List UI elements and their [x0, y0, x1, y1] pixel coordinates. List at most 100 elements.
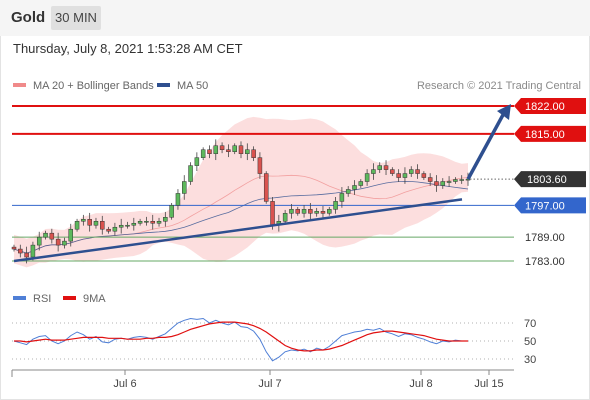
- candle-body: [238, 145, 244, 154]
- candle-body: [156, 221, 162, 224]
- chart-datetime: Thursday, July 8, 2021 1:53:28 AM CET: [13, 41, 243, 56]
- legend-ma50-label: MA 50: [177, 80, 209, 92]
- level-label-1822.00: 1822.00: [525, 101, 565, 113]
- candle-body: [263, 173, 269, 202]
- candle-body: [409, 169, 414, 174]
- level-tag-1822.00: [514, 98, 586, 114]
- candle-body: [62, 240, 67, 246]
- candle-body: [251, 149, 256, 158]
- candle-body: [175, 193, 181, 206]
- timeframe-badge[interactable]: 30 MIN: [51, 6, 101, 30]
- current-price-label: 1803.60: [527, 174, 567, 186]
- candle-body: [289, 209, 294, 214]
- candle-body: [308, 209, 313, 214]
- x-tick-label: Jul 7: [258, 378, 281, 390]
- legend-rsi: RSI: [13, 293, 51, 305]
- candle-body: [163, 217, 168, 222]
- level-label-1815.00: 1815.00: [525, 129, 565, 141]
- bollinger-band: [14, 116, 468, 268]
- candle-body: [125, 224, 130, 227]
- candle-body: [18, 248, 23, 254]
- forecast-arrow-line: [466, 112, 506, 180]
- credit-text: Research © 2021 Trading Central: [416, 80, 581, 92]
- x-tick-label: Jul 6: [113, 378, 136, 390]
- candle-body: [74, 221, 80, 230]
- rsi-tick-label: 30: [524, 354, 536, 366]
- candle-body: [137, 221, 143, 224]
- candle-body: [390, 169, 395, 174]
- candle-body: [295, 209, 300, 214]
- rsi-ma-line: [14, 321, 468, 352]
- candle-body: [402, 173, 408, 178]
- candle-body: [81, 219, 86, 222]
- symbol-title: Gold: [11, 9, 46, 26]
- candle-body: [93, 221, 99, 226]
- candle-body: [207, 149, 212, 154]
- rsi-swatch: [13, 296, 26, 301]
- candle-body: [257, 157, 263, 174]
- legend-ma50: MA 50: [157, 80, 208, 92]
- support-trendline: [13, 198, 463, 263]
- candle-body: [371, 169, 376, 174]
- candle-body: [112, 226, 118, 232]
- candle-body: [282, 213, 288, 222]
- x-tick-label: Jul 15: [474, 378, 503, 390]
- level-label-1783.00: 1783.00: [525, 256, 565, 268]
- candle-body: [49, 232, 55, 240]
- rsi-line: [13, 317, 468, 362]
- legend-bollinger-label: MA 20 + Bollinger Bands: [33, 80, 154, 92]
- candle-body: [327, 209, 332, 214]
- forecast-arrowhead: [497, 104, 511, 120]
- candle-body: [352, 185, 357, 190]
- candle-body: [427, 177, 433, 182]
- candle-body: [358, 181, 364, 186]
- candle-body: [459, 179, 464, 181]
- rsi-tick-label: 70: [524, 318, 536, 330]
- legend-rsi-ma-label: 9MA: [83, 293, 106, 305]
- level-label-1789.00: 1789.00: [525, 232, 565, 244]
- candle-body: [421, 173, 427, 178]
- candle-body: [339, 193, 345, 202]
- candle-body: [415, 169, 420, 174]
- candle-body: [144, 221, 149, 223]
- candle-body: [150, 221, 155, 224]
- level-tag-1797.00: [514, 197, 586, 214]
- candle-body: [364, 173, 370, 182]
- candle-body: [68, 228, 73, 242]
- legend-bollinger: MA 20 + Bollinger Bands: [13, 80, 154, 92]
- candle-body: [169, 205, 174, 218]
- candle-body: [131, 222, 137, 226]
- candle-body: [377, 165, 382, 170]
- candle-body: [226, 149, 231, 152]
- candle-body: [345, 189, 351, 194]
- candle-body: [24, 252, 29, 258]
- legend-rsi-label: RSI: [33, 293, 52, 305]
- rsi-ma-swatch: [63, 296, 76, 301]
- candle-body: [118, 224, 124, 228]
- candle-body: [36, 236, 42, 246]
- candle-body: [106, 228, 111, 232]
- candle-body: [232, 145, 237, 152]
- candle-body: [194, 157, 200, 166]
- ma50-swatch: [157, 83, 170, 88]
- candle-body: [11, 246, 17, 250]
- candle-body: [383, 165, 389, 170]
- rsi-tick-label: 50: [524, 336, 536, 348]
- chart-header: Gold 30 MIN: [0, 0, 590, 36]
- candle-body: [30, 244, 36, 258]
- candle-body: [314, 211, 319, 214]
- candle-body: [333, 201, 338, 210]
- candle-body: [43, 232, 48, 238]
- candle-body: [245, 149, 250, 154]
- candle-body: [453, 179, 458, 182]
- candle-body: [301, 209, 307, 214]
- level-tag-1815.00: [514, 125, 586, 142]
- candle-body: [219, 145, 225, 150]
- candle-body: [87, 219, 92, 226]
- candle-body: [55, 238, 61, 246]
- candle-body: [213, 145, 219, 154]
- candle-body: [396, 173, 401, 178]
- candle-body: [434, 181, 439, 186]
- legend-rsi-ma: 9MA: [63, 293, 106, 305]
